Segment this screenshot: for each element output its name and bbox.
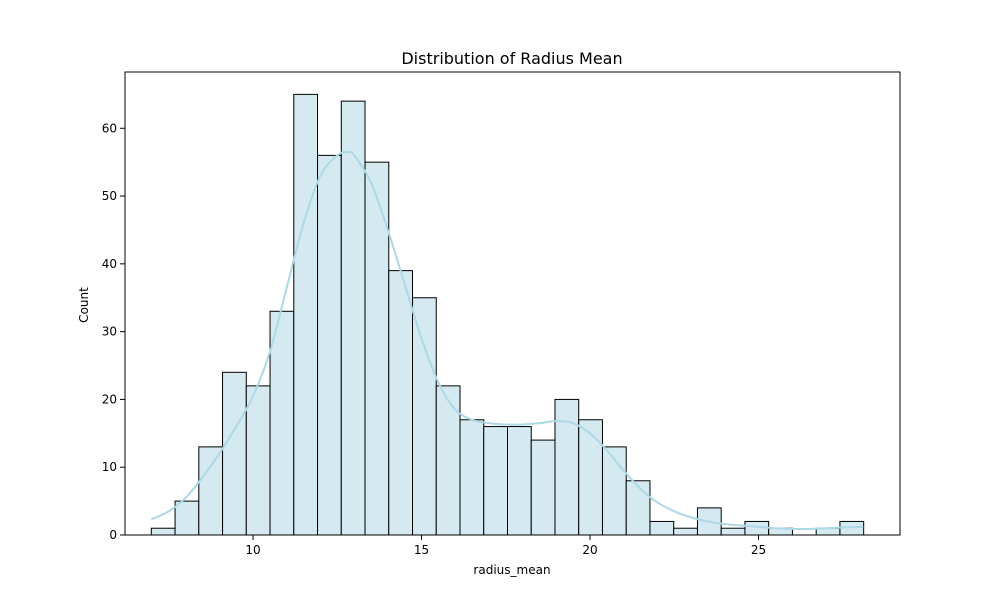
plot-frame (124, 71, 901, 536)
histogram-bar (435, 385, 461, 536)
y-tick-label: 0 (109, 528, 117, 542)
histogram-bar (317, 154, 342, 536)
x-axis-label: radius_mean (473, 563, 550, 577)
histogram-bar (578, 419, 603, 536)
histogram-bar (174, 500, 200, 536)
histogram-bar (388, 270, 414, 536)
histogram-bar (245, 385, 271, 536)
histogram-bar (293, 93, 319, 536)
x-tick-label: 10 (245, 543, 260, 557)
histogram-bar (530, 439, 556, 536)
x-tick-label: 15 (414, 543, 429, 557)
y-tick-label: 30 (102, 325, 117, 339)
kde-curve (150, 150, 864, 530)
x-axis-ticks: 10 15 20 25 (245, 535, 766, 557)
x-tick-label: 25 (751, 543, 766, 557)
histogram-bar (720, 527, 746, 536)
histogram-bar (198, 446, 224, 536)
histogram-bar (625, 480, 651, 536)
y-tick-label: 60 (102, 121, 117, 135)
y-tick-label: 20 (102, 392, 117, 406)
y-tick-label: 10 (102, 460, 117, 474)
histogram-bar (364, 161, 390, 536)
y-axis-ticks: 0 10 20 30 40 50 60 (102, 121, 125, 542)
histogram-bar (412, 297, 437, 536)
histogram-bar (483, 426, 508, 536)
histogram-bar (269, 310, 295, 536)
y-tick-label: 40 (102, 257, 117, 271)
histogram-bar (554, 398, 580, 536)
y-axis-label: Count (77, 287, 91, 323)
x-tick-label: 20 (582, 543, 597, 557)
chart-title: Distribution of Radius Mean (401, 49, 622, 68)
y-tick-label: 50 (102, 189, 117, 203)
histogram-bar (506, 426, 532, 536)
histogram-bar (459, 419, 485, 536)
histogram-bars (150, 93, 865, 536)
histogram-bar (150, 527, 176, 536)
histogram-bar (222, 371, 247, 536)
histogram-bar (673, 527, 698, 536)
histogram-bar (649, 520, 675, 536)
